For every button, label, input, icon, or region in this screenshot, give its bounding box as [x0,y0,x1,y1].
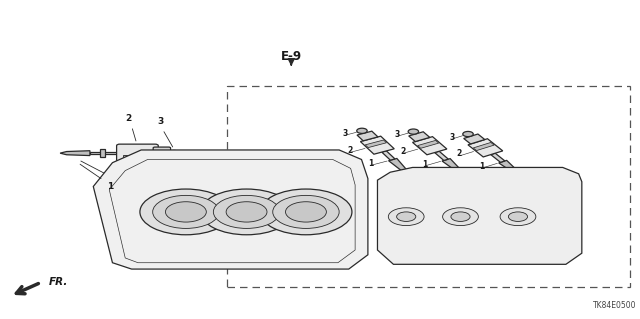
Polygon shape [413,137,447,155]
Polygon shape [435,151,449,160]
Polygon shape [418,140,438,148]
Circle shape [273,196,339,228]
Polygon shape [378,167,582,264]
Text: 1: 1 [107,182,113,191]
Polygon shape [499,160,520,174]
Text: 3: 3 [157,117,163,126]
Circle shape [153,196,219,228]
Text: 1: 1 [479,162,484,171]
Text: 2: 2 [400,147,405,156]
FancyBboxPatch shape [116,144,158,162]
Text: E-9: E-9 [281,50,302,63]
Circle shape [388,208,424,226]
Polygon shape [357,131,378,141]
Polygon shape [442,159,463,173]
Circle shape [451,212,470,221]
Circle shape [508,212,527,221]
Polygon shape [93,150,368,269]
Polygon shape [60,151,90,156]
Text: 3: 3 [394,130,399,139]
Circle shape [200,189,292,235]
Text: 2: 2 [347,146,352,155]
Circle shape [213,196,280,228]
Text: 3: 3 [342,129,348,138]
Circle shape [356,128,367,133]
Polygon shape [409,132,430,142]
Polygon shape [473,143,494,151]
Circle shape [140,189,232,235]
Text: 1: 1 [369,159,374,168]
Circle shape [166,202,206,222]
Text: 2: 2 [456,149,461,159]
Text: TK84E0500: TK84E0500 [593,301,636,310]
Text: 1: 1 [422,160,428,169]
Circle shape [500,208,536,226]
Bar [90,152,120,154]
Circle shape [285,202,326,222]
Circle shape [408,129,419,134]
Polygon shape [491,153,505,162]
Polygon shape [388,159,408,173]
Circle shape [463,131,473,137]
Circle shape [443,208,478,226]
Bar [122,155,152,159]
Circle shape [397,212,416,221]
Polygon shape [382,151,395,160]
Polygon shape [360,136,394,154]
Text: FR.: FR. [49,277,68,287]
FancyBboxPatch shape [153,147,171,159]
Circle shape [169,151,179,156]
Polygon shape [365,140,387,148]
Bar [100,149,105,157]
Bar [227,86,630,286]
Circle shape [226,202,267,222]
Circle shape [260,189,352,235]
Polygon shape [468,139,503,157]
Polygon shape [464,134,485,144]
Text: 3: 3 [449,133,454,142]
Text: 2: 2 [125,114,132,123]
